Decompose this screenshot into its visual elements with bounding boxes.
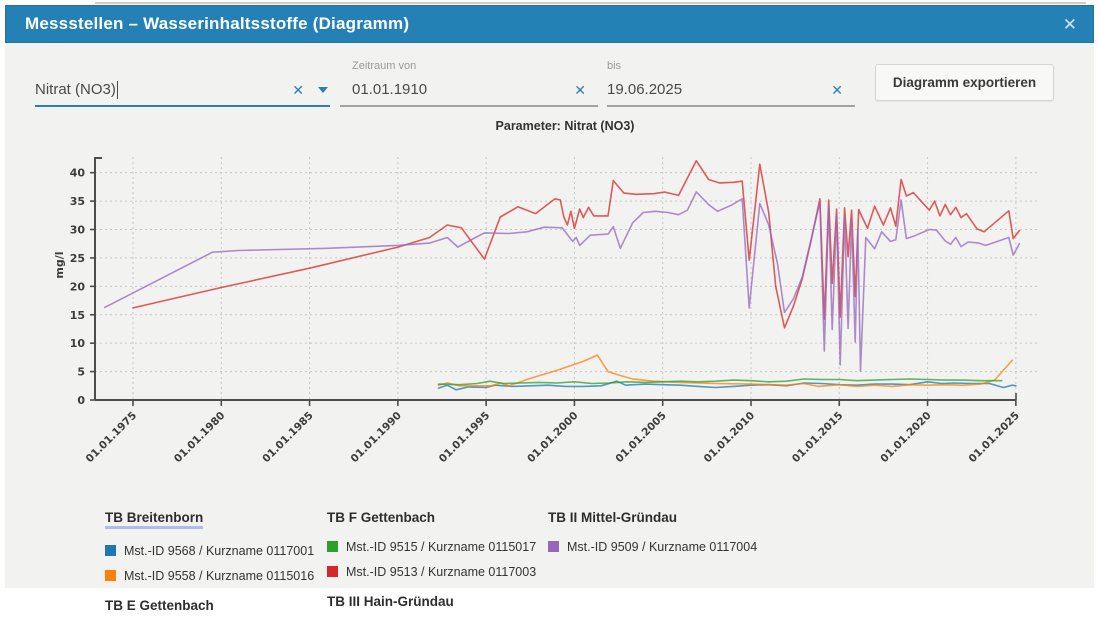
legend-group-tb-iii-hain-gruendau[interactable]: TB III Hain-Gründau [327,594,454,609]
svg-text:10: 10 [70,337,86,350]
series-swatch-purple [548,541,559,552]
line-chart-canvas: 01.01.1975 01.01.1980 01.01.1985 01.01.1990… [53,157,1038,465]
date-from-label: Zeitraum von [352,60,417,72]
date-to-value: 19.06.2025 [607,81,683,98]
legend-item-label: Mst.-ID 9513 / Kurzname 0117003 [346,564,537,579]
legend-group-tb-e-gettenbach[interactable]: TB E Gettenbach [105,598,214,613]
parameter-input[interactable]: Nitrat (NO3) ✕ [35,74,330,107]
close-icon[interactable]: ✕ [1062,14,1077,34]
series-swatch-red [327,566,338,577]
legend-column-3: TB II Mittel-Gründau Mst.-ID 9509 / Kurz… [548,510,773,569]
dialog-title: Messstellen – Wasserinhaltsstoffe (Diagr… [25,14,410,33]
legend-item-9513[interactable]: Mst.-ID 9513 / Kurzname 0117003 [327,559,552,584]
svg-text:0: 0 [77,394,85,407]
series-swatch-green [327,541,338,552]
clear-date-to-icon[interactable]: ✕ [831,81,843,98]
legend-group-tb-f-gettenbach[interactable]: TB F Gettenbach [327,510,436,525]
svg-text:01.01.1990: 01.01.1990 [349,410,404,465]
svg-text:01.01.2000: 01.01.2000 [525,410,580,465]
page-edge-line [95,2,1086,4]
export-diagram-button[interactable]: Diagramm exportieren [875,64,1054,101]
legend-item-9558[interactable]: Mst.-ID 9558 / Kurzname 0115016 [105,563,330,588]
svg-text:5: 5 [77,366,85,379]
legend-column-1: TB Breitenborn Mst.-ID 9568 / Kurzname 0… [105,510,330,613]
svg-text:01.01.2015: 01.01.2015 [790,410,845,465]
date-to-input[interactable]: 19.06.2025 ✕ [607,74,855,107]
legend-item-9568[interactable]: Mst.-ID 9568 / Kurzname 0117001 [105,538,330,563]
legend-group-tb-breitenborn[interactable]: TB Breitenborn [105,510,204,529]
chevron-down-icon[interactable] [318,86,328,93]
svg-text:20: 20 [70,280,86,293]
date-to-label: bis [607,60,622,72]
svg-text:01.01.2005: 01.01.2005 [613,410,668,465]
legend-item-label: Mst.-ID 9568 / Kurzname 0117001 [124,543,315,558]
parameter-value: Nitrat (NO3) [35,81,116,98]
svg-text:01.01.1975: 01.01.1975 [84,410,139,465]
series-swatch-blue [105,545,116,556]
legend-item-9509[interactable]: Mst.-ID 9509 / Kurzname 0117004 [548,534,773,559]
svg-text:35: 35 [70,195,85,208]
svg-text:40: 40 [70,167,86,180]
dialog-body [5,43,1094,588]
series-swatch-orange [105,570,116,581]
svg-text:30: 30 [70,224,86,237]
clear-parameter-icon[interactable]: ✕ [292,81,304,98]
date-from-input[interactable]: 01.01.1910 ✕ [340,74,598,107]
svg-text:01.01.1995: 01.01.1995 [437,410,492,465]
text-cursor [116,80,119,99]
legend-item-label: Mst.-ID 9558 / Kurzname 0115016 [124,568,315,583]
svg-text:01.01.1985: 01.01.1985 [260,410,315,465]
svg-text:01.01.2010: 01.01.2010 [702,410,757,465]
clear-date-from-icon[interactable]: ✕ [574,81,586,98]
svg-text:15: 15 [70,309,85,322]
legend-item-label: Mst.-ID 9515 / Kurzname 0115017 [346,539,537,554]
svg-text:01.01.2025: 01.01.2025 [967,410,1022,465]
chart-title: Parameter: Nitrat (NO3) [495,119,635,133]
dialog-header: Messstellen – Wasserinhaltsstoffe (Diagr… [5,5,1094,43]
legend-group-tb-ii-mittel-gruendau[interactable]: TB II Mittel-Gründau [548,510,677,525]
svg-text:01.01.1980: 01.01.1980 [172,410,227,465]
legend-item-label: Mst.-ID 9509 / Kurzname 0117004 [567,539,758,554]
legend-column-2: TB F Gettenbach Mst.-ID 9515 / Kurzname … [327,510,552,609]
svg-text:25: 25 [70,252,85,265]
date-from-value: 01.01.1910 [352,81,428,98]
legend-item-9515[interactable]: Mst.-ID 9515 / Kurzname 0115017 [327,534,552,559]
svg-text:01.01.2020: 01.01.2020 [878,410,933,465]
svg-text:mg/l: mg/l [53,251,66,278]
